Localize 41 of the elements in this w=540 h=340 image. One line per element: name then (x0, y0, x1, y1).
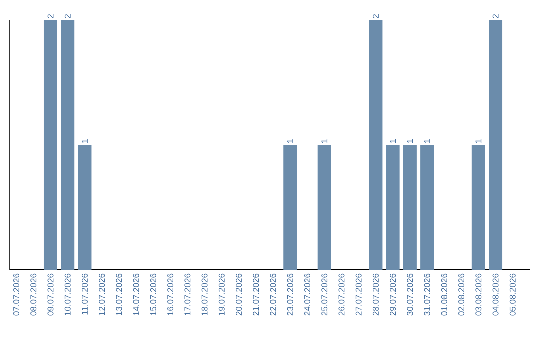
x-tick-label: 04.08.2026 (492, 274, 499, 316)
x-tick-label: 03.08.2026 (476, 274, 482, 316)
x-tick-label: 25.07.2026 (322, 274, 328, 316)
x-tick-label: 21.07.2026 (253, 274, 260, 316)
x-tick-label: 30.07.2026 (407, 274, 414, 316)
x-tick-label: 14.07.2026 (133, 274, 140, 316)
x-tick-label: 12.07.2026 (99, 274, 106, 316)
data-label: 1 (407, 139, 414, 144)
data-label: 1 (390, 139, 396, 144)
x-tick-label: 17.07.2026 (184, 274, 191, 316)
x-tick-label: 31.07.2026 (424, 274, 430, 316)
data-label: 1 (476, 139, 482, 144)
x-tick-label: 18.07.2026 (202, 274, 208, 316)
x-tick-label: 10.07.2026 (64, 274, 71, 316)
data-label: 1 (82, 139, 88, 144)
x-tick-label: 02.08.2026 (458, 274, 465, 316)
x-tick-label: 07.07.2026 (14, 274, 20, 316)
x-tick-label: 27.07.2026 (356, 274, 362, 316)
data-label: 1 (322, 139, 328, 144)
data-label: 1 (424, 139, 430, 144)
x-tick-label: 20.07.2026 (236, 274, 242, 316)
x-tick-label: 29.07.2026 (390, 274, 396, 316)
x-tick-label: 01.08.2026 (441, 274, 448, 316)
x-tick-label: 23.07.2026 (287, 274, 294, 316)
x-tick-label: 19.07.2026 (218, 274, 225, 316)
x-tick-label: 13.07.2026 (116, 274, 122, 316)
x-tick-label: 15.07.2026 (150, 274, 156, 316)
data-label: 2 (64, 14, 71, 18)
x-tick-label: 11.07.2026 (82, 274, 88, 315)
x-tick-label: 24.07.2026 (304, 274, 310, 316)
x-tick-label: 26.07.2026 (338, 274, 345, 316)
x-tick-label: 16.07.2026 (168, 274, 174, 316)
x-tick-label: 05.08.2026 (510, 274, 516, 316)
data-label: 1 (287, 139, 294, 144)
x-tick-label: 28.07.2026 (372, 274, 379, 316)
data-label: 2 (372, 14, 379, 18)
x-tick-label: 09.07.2026 (48, 274, 54, 316)
x-tick-label: 22.07.2026 (270, 274, 276, 316)
data-label: 2 (48, 14, 54, 18)
data-label: 2 (492, 14, 499, 18)
x-tick-label: 08.07.2026 (30, 274, 37, 316)
